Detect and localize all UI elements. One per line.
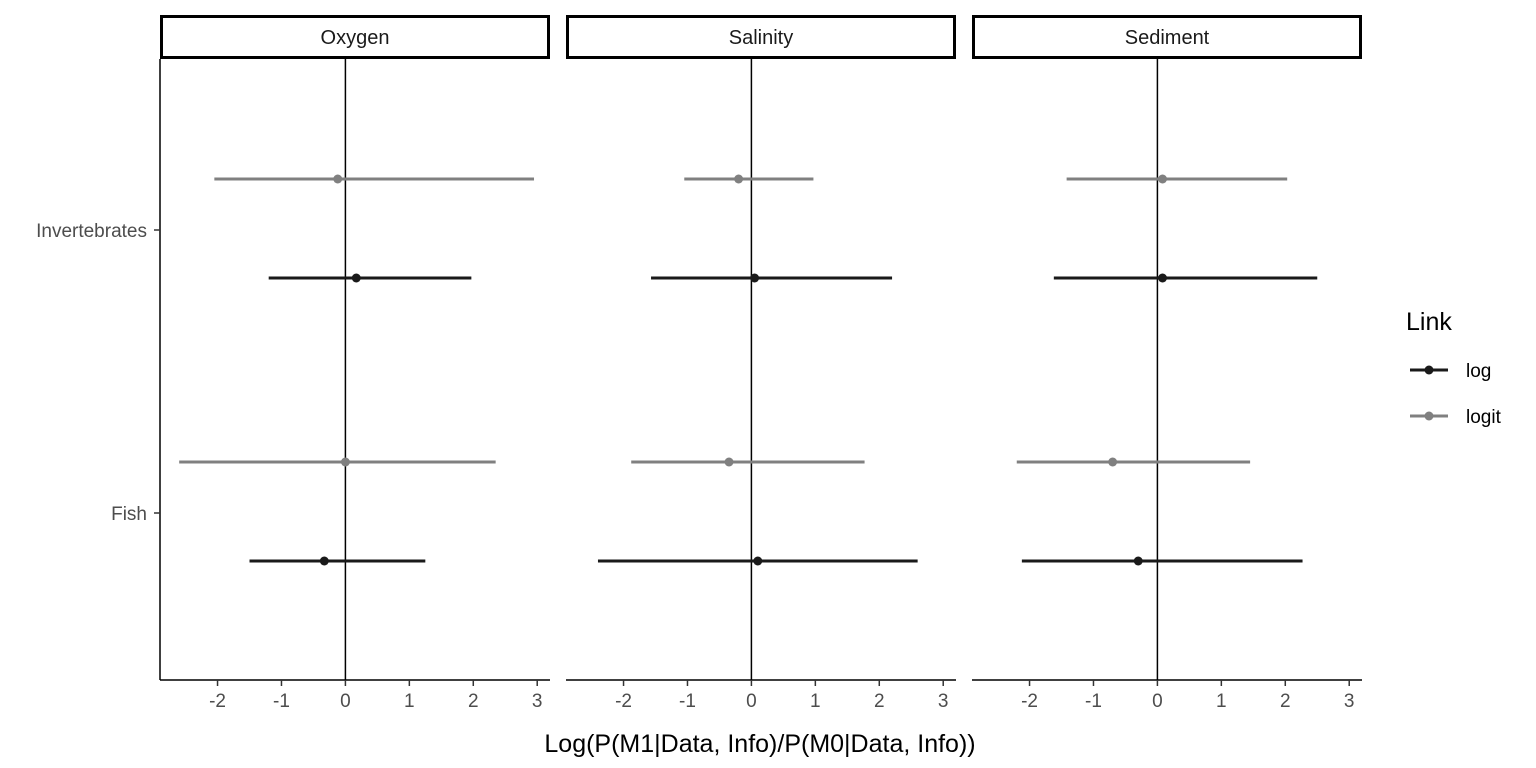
x-axis-title: Log(P(M1|Data, Info)/P(M0|Data, Info)) [544,730,975,758]
point-logit-fish [724,457,734,467]
x-tick-label: 2 [874,691,885,712]
x-tick-label: 2 [1280,691,1291,712]
point-logit-fish [1108,457,1118,467]
facet-strip [566,15,956,59]
point-logit-invertebrates [734,174,744,184]
x-tick-label: -2 [615,691,632,712]
x-tick-label: 2 [468,691,479,712]
x-tick-label: 1 [404,691,415,712]
legend-key-point [1424,365,1434,375]
facet-strip [972,15,1362,59]
x-tick-label: 3 [938,691,949,712]
point-log-invertebrates [1158,273,1168,283]
point-log-invertebrates [750,273,760,283]
point-log-fish [1133,556,1143,566]
point-log-invertebrates [351,273,361,283]
x-tick-label: 0 [1152,691,1163,712]
x-tick-label: 3 [532,691,543,712]
x-tick-label: -1 [273,691,290,712]
legend-item-log: log [1410,361,1491,382]
x-tick-label: 0 [340,691,351,712]
facet-salinity: Salinity -2 -1 0 1 2 3 [566,15,956,712]
x-tick-label: -2 [1021,691,1038,712]
facet-strip-label: Sediment [1125,27,1210,49]
y-axis: Invertebrates Fish [36,59,161,680]
x-tick-label: -1 [679,691,696,712]
point-log-fish [319,556,329,566]
facet-sediment: Sediment -2 -1 0 1 2 3 [972,15,1362,712]
legend-label: log [1466,361,1491,382]
facet-strip-label: Salinity [729,27,793,49]
x-tick-label: -2 [209,691,226,712]
x-tick-label: 3 [1344,691,1355,712]
facet-strip-label: Oxygen [321,27,390,49]
x-tick-label: 1 [810,691,821,712]
point-log-fish [753,556,763,566]
legend-label: logit [1466,407,1502,428]
x-tick-label: 1 [1216,691,1227,712]
y-tick-label: Invertebrates [36,221,147,242]
y-tick-label: Fish [111,504,147,525]
point-logit-fish [340,457,350,467]
point-logit-invertebrates [333,174,343,184]
legend-item-logit: logit [1410,407,1502,428]
x-tick-label: 0 [746,691,757,712]
legend-title: Link [1406,308,1452,336]
facet-panels: Oxygen -2 -1 0 1 2 3 Salinity -2 -1 0 1 2 3 Sediment -2… [160,15,1362,712]
facet-oxygen: Oxygen -2 -1 0 1 2 3 [160,15,550,712]
facet-strip [160,15,550,59]
legend-key-point [1424,411,1434,421]
point-logit-invertebrates [1158,174,1168,184]
x-tick-label: -1 [1085,691,1102,712]
legend: Link log logit [1406,308,1502,428]
